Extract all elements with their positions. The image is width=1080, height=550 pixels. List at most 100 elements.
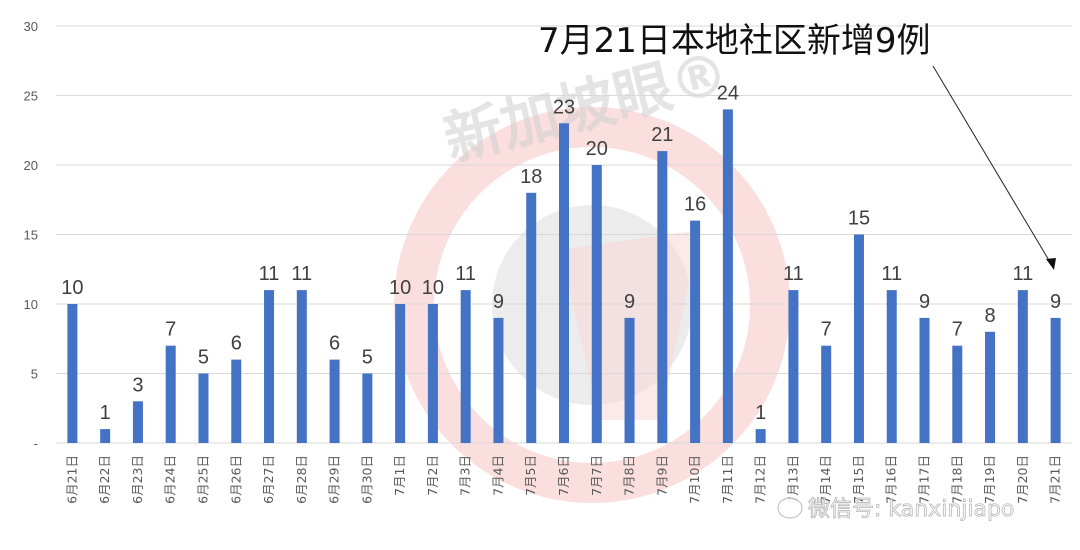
data-label: 11 <box>1012 263 1033 285</box>
x-tick-label: 7月4日 <box>490 455 505 496</box>
x-tick-label: 7月11日 <box>720 455 735 504</box>
bar <box>493 317 504 443</box>
x-tick-label: 7月1日 <box>392 455 407 496</box>
bar <box>395 304 406 443</box>
y-tick-label: 5 <box>31 367 38 382</box>
bar <box>559 123 569 444</box>
data-label: 1 <box>755 402 766 424</box>
data-label: 16 <box>684 194 706 216</box>
x-tick-label: 7月12日 <box>753 455 768 504</box>
data-label: 1 <box>100 402 111 424</box>
x-tick-label: 7月14日 <box>818 455 833 504</box>
data-label: 5 <box>362 347 373 369</box>
data-label: 11 <box>783 263 804 285</box>
bar <box>329 359 340 443</box>
data-label: 10 <box>61 277 83 299</box>
wechat-icon <box>777 497 803 519</box>
x-tick-label: 7月17日 <box>917 455 932 504</box>
x-tick-label: 7月18日 <box>949 455 964 504</box>
x-axis: 6月21日 6月22日 6月23日 6月24日 6月25日 6月26日 6月27日 6月28日… <box>64 455 1062 504</box>
annotation-text: 7月21日本地社区新增9例 <box>538 21 931 61</box>
bar <box>427 304 438 443</box>
x-tick-label: 6月22日 <box>97 455 112 504</box>
data-label: 6 <box>329 333 340 355</box>
data-label: 10 <box>422 277 444 299</box>
x-tick-label: 7月20日 <box>1015 455 1030 504</box>
x-tick-label: 7月7日 <box>589 455 604 496</box>
bar <box>296 290 307 443</box>
x-tick-label: 7月3日 <box>458 455 473 496</box>
bar <box>788 290 799 443</box>
x-tick-label: 6月27日 <box>261 455 276 504</box>
bar <box>821 345 832 443</box>
data-label: 18 <box>520 166 542 188</box>
data-label: 9 <box>919 291 930 313</box>
bar <box>591 165 602 443</box>
bar <box>231 359 242 443</box>
data-label: 11 <box>259 263 280 285</box>
data-label: 24 <box>717 82 739 104</box>
y-tick-label: 10 <box>24 297 38 312</box>
data-label: 7 <box>165 319 176 341</box>
data-label: 20 <box>586 138 608 160</box>
x-tick-label: 7月13日 <box>785 455 800 504</box>
y-tick-label: 15 <box>24 228 38 243</box>
bar <box>657 151 668 443</box>
data-label: 3 <box>132 374 143 396</box>
data-label: 11 <box>291 263 312 285</box>
data-label: 10 <box>389 277 411 299</box>
bar <box>100 429 111 443</box>
x-tick-label: 7月6日 <box>556 455 571 496</box>
wechat-id-text: 微信号: kanxinjiapo <box>808 497 1014 522</box>
y-axis: - 5 10 15 20 25 30 <box>24 19 38 451</box>
data-label: 9 <box>1050 291 1061 313</box>
x-tick-label: 7月15日 <box>851 455 866 504</box>
x-tick-label: 7月21日 <box>1048 455 1063 504</box>
y-tick-label: 30 <box>24 19 38 34</box>
x-tick-label: 6月24日 <box>163 455 178 504</box>
data-label: 21 <box>651 124 673 146</box>
x-tick-label: 7月2日 <box>425 455 440 496</box>
bar <box>526 192 537 443</box>
arrow-head-icon <box>1046 258 1056 270</box>
x-tick-label: 6月29日 <box>327 455 342 504</box>
data-label: 9 <box>493 291 504 313</box>
data-label: 8 <box>985 305 996 327</box>
x-tick-label: 7月8日 <box>622 455 637 496</box>
x-tick-label: 6月30日 <box>359 455 374 504</box>
bar <box>919 317 930 443</box>
bar <box>690 220 701 443</box>
bar <box>952 345 963 443</box>
x-tick-label: 6月21日 <box>64 455 79 504</box>
bar <box>886 290 897 443</box>
x-tick-label: 7月10日 <box>687 455 702 504</box>
data-label: 7 <box>821 319 832 341</box>
bar <box>755 429 766 443</box>
wechat-watermark: 微信号: kanxinjiapo <box>777 497 1015 522</box>
data-label: 5 <box>198 347 209 369</box>
bar <box>985 331 996 443</box>
annotation: 7月21日本地社区新增9例 <box>538 21 1056 270</box>
x-tick-label: 7月16日 <box>884 455 899 504</box>
bar <box>67 304 78 443</box>
x-tick-label: 6月28日 <box>294 455 309 504</box>
x-tick-label: 7月9日 <box>654 455 669 496</box>
bar <box>362 373 373 443</box>
annotation-arrow-line <box>932 65 1051 263</box>
bar <box>165 345 176 443</box>
bar <box>460 290 471 443</box>
data-label: 6 <box>231 333 242 355</box>
bar <box>198 373 209 443</box>
data-label: 11 <box>881 263 902 285</box>
x-tick-label: 7月19日 <box>982 455 997 504</box>
bar <box>1050 317 1061 443</box>
data-label: 7 <box>952 319 963 341</box>
x-tick-label: 7月5日 <box>523 455 538 496</box>
bar <box>624 317 635 443</box>
bar <box>1017 290 1028 443</box>
x-tick-label: 6月23日 <box>130 455 145 504</box>
data-label: 15 <box>848 208 870 230</box>
bar <box>132 401 143 443</box>
